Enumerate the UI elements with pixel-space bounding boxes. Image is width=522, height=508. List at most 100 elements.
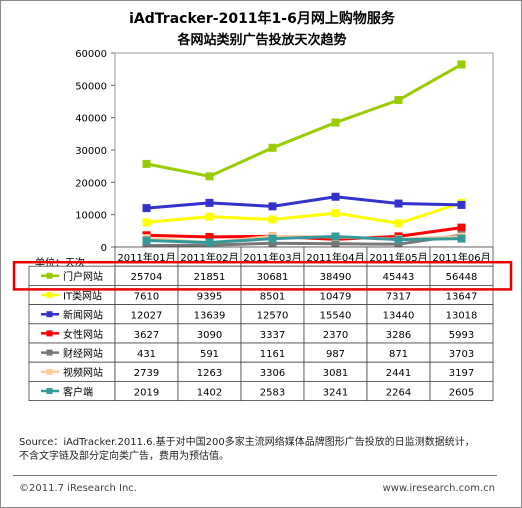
data-point	[331, 232, 340, 241]
y-tick-label: 50000	[75, 81, 107, 92]
legend-label: 门户网站	[63, 270, 103, 283]
data-label: 2605	[449, 387, 474, 398]
data-point	[457, 200, 466, 209]
data-label: 13639	[194, 311, 226, 322]
data-label: 25704	[131, 272, 163, 283]
series-line	[146, 235, 462, 244]
data-point	[205, 198, 214, 207]
data-label: 3306	[260, 368, 285, 379]
data-label: 3081	[323, 368, 348, 379]
series-line	[146, 195, 462, 210]
data-label: 3286	[386, 330, 411, 341]
legend-label: 视频网站	[63, 366, 103, 379]
legend-marker	[46, 292, 53, 298]
data-label: 7317	[386, 291, 411, 302]
legend-marker	[46, 272, 53, 279]
x-category-label: 2011年03月	[243, 251, 301, 264]
data-point	[142, 218, 151, 227]
data-point	[142, 236, 151, 245]
data-label: 3703	[449, 349, 474, 360]
data-point	[394, 235, 403, 244]
data-label: 871	[389, 349, 408, 360]
data-point	[268, 234, 277, 243]
table-cell	[429, 380, 494, 401]
line-chart: iAdTracker-2011年1-6月网上购物服务 各网站类别广告投放天次趋势…	[12, 10, 513, 401]
data-label: 3197	[449, 368, 474, 379]
highlight-box	[12, 260, 513, 291]
data-point	[205, 212, 214, 221]
y-tick-label: 40000	[75, 114, 107, 125]
data-label: 3241	[323, 387, 348, 398]
data-point	[331, 239, 340, 248]
x-category-label: 2011年02月	[180, 251, 238, 264]
data-label: 431	[137, 349, 156, 360]
y-tick-label: 0	[101, 243, 107, 254]
y-tick-label: 60000	[75, 49, 107, 60]
legend-marker	[46, 311, 53, 318]
data-label: 21851	[194, 272, 226, 283]
data-point	[394, 219, 403, 228]
legend-marker	[46, 388, 53, 394]
data-label: 987	[326, 349, 345, 360]
data-label: 12570	[257, 311, 289, 322]
source-line: 不含文字链及部分定向类广告，费用为预估值。	[19, 451, 229, 462]
data-label: 13018	[446, 311, 478, 322]
website-link[interactable]: www.iresearch.com.cn	[382, 483, 495, 494]
legend-marker	[46, 368, 53, 375]
x-category-label: 2011年05月	[369, 251, 427, 264]
data-label: 30681	[257, 272, 289, 283]
data-label: 45443	[383, 272, 415, 283]
data-label: 1402	[197, 387, 222, 398]
data-label: 15540	[320, 311, 352, 322]
series-line	[146, 201, 462, 225]
legend-label: 新闻网站	[63, 309, 103, 322]
data-label: 2441	[386, 368, 411, 379]
data-label: 3337	[260, 330, 285, 341]
data-label: 2370	[323, 330, 348, 341]
y-tick-label: 30000	[75, 146, 107, 157]
data-point	[268, 143, 277, 152]
copyright-text: ©2011.7 iResearch Inc.	[19, 483, 137, 494]
data-label: 1263	[197, 368, 222, 379]
data-label: 9395	[197, 291, 222, 302]
source-line: Source：iAdTracker.2011.6.基于对中国200多家主流网络媒…	[19, 437, 475, 448]
data-label: 2264	[386, 387, 411, 398]
data-label: 2019	[134, 387, 159, 398]
data-point	[142, 204, 151, 213]
series-line	[146, 233, 462, 248]
x-category-label: 2011年06月	[432, 251, 490, 264]
data-label: 3090	[197, 330, 222, 341]
data-label: 13647	[446, 291, 478, 302]
data-point	[457, 234, 466, 243]
y-tick-label: 20000	[75, 178, 107, 189]
data-label: 12027	[131, 311, 163, 322]
data-label: 7610	[134, 291, 159, 302]
data-point	[205, 172, 214, 181]
source-note: Source：iAdTracker.2011.6.基于对中国200多家主流网络媒…	[19, 436, 509, 464]
data-point	[394, 199, 403, 208]
data-point	[205, 238, 214, 247]
data-point	[457, 223, 466, 232]
data-label: 38490	[320, 272, 352, 283]
data-point	[394, 96, 403, 105]
plot-area: 0 10000 20000 30000 40000 50000 60000	[75, 49, 494, 254]
data-label: 2583	[260, 387, 285, 398]
data-label: 3627	[134, 330, 159, 341]
legend-marker	[46, 330, 53, 337]
data-point	[457, 60, 466, 69]
chart-subtitle: 各网站类别广告投放天次趋势	[176, 32, 346, 48]
y-tick-label: 10000	[75, 211, 107, 222]
data-point	[331, 209, 340, 218]
legend-marker	[46, 349, 53, 356]
x-category-label: 2011年04月	[306, 251, 364, 264]
footer-divider	[13, 475, 497, 476]
data-label: 8501	[260, 291, 285, 302]
legend-label: 客户端	[63, 385, 93, 398]
legend-label: 财经网站	[63, 347, 103, 360]
data-label: 10479	[320, 291, 352, 302]
data-point	[268, 202, 277, 211]
series-line	[146, 63, 463, 178]
legend-label: 女性网站	[63, 328, 103, 341]
data-label: 56448	[446, 272, 478, 283]
